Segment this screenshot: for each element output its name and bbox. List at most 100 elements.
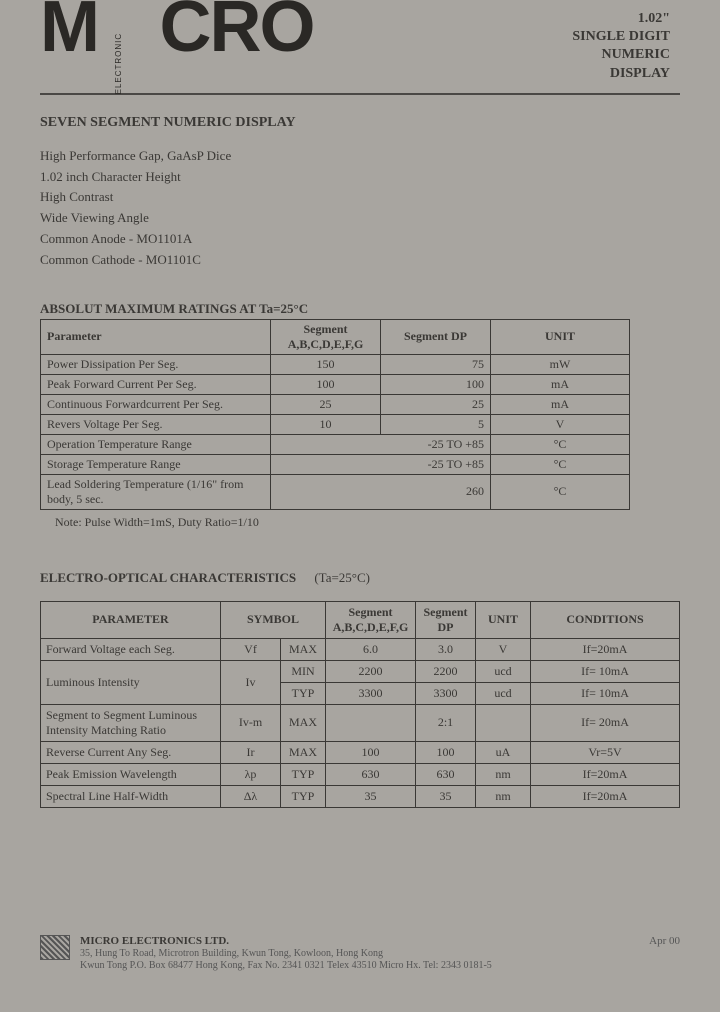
header: MELECTRONICCRO 1.02" SINGLE DIGIT NUMERI… <box>40 0 680 83</box>
cell: mW <box>491 354 630 374</box>
brand-logo: MELECTRONICCRO <box>40 0 314 60</box>
cell: 3300 <box>416 682 476 704</box>
cell: °C <box>491 434 630 454</box>
cell: Operation Temperature Range <box>41 434 271 454</box>
cell: If=20mA <box>531 638 680 660</box>
cell: 260 <box>271 474 491 509</box>
cell: Lead Soldering Temperature (1/16" from b… <box>41 474 271 509</box>
cell: Storage Temperature Range <box>41 454 271 474</box>
cell: MAX <box>281 704 326 741</box>
cell: If=20mA <box>531 785 680 807</box>
cell: nm <box>476 763 531 785</box>
cell: 2:1 <box>416 704 476 741</box>
cell: Ir <box>221 741 281 763</box>
cell: MIN <box>281 660 326 682</box>
col-header: UNIT <box>476 601 531 638</box>
cell: λp <box>221 763 281 785</box>
company-name: MICRO ELECTRONICS LTD. <box>80 935 619 948</box>
cell: TYP <box>281 763 326 785</box>
table-row: Spectral Line Half-Width Δλ TYP 35 35 nm… <box>41 785 680 807</box>
cell: mA <box>491 374 630 394</box>
table-row: Forward Voltage each Seg. Vf MAX 6.0 3.0… <box>41 638 680 660</box>
cell: 100 <box>326 741 416 763</box>
table-row: Revers Voltage Per Seg. 10 5 V <box>41 414 630 434</box>
cell: Δλ <box>221 785 281 807</box>
cell: 25 <box>381 394 491 414</box>
footer: MICRO ELECTRONICS LTD. 35, Hung To Road,… <box>40 935 680 972</box>
feature-item: Wide Viewing Angle <box>40 208 680 229</box>
table-row: Lead Soldering Temperature (1/16" from b… <box>41 474 630 509</box>
cell: 100 <box>416 741 476 763</box>
cell: Reverse Current Any Seg. <box>41 741 221 763</box>
col-header: SYMBOL <box>221 601 326 638</box>
feature-item: High Performance Gap, GaAsP Dice <box>40 146 680 167</box>
cell: 35 <box>326 785 416 807</box>
cell: 630 <box>416 763 476 785</box>
divider <box>40 93 680 95</box>
cell: Forward Voltage each Seg. <box>41 638 221 660</box>
table-row: Power Dissipation Per Seg. 150 75 mW <box>41 354 630 374</box>
cell: V <box>476 638 531 660</box>
cell: If= 10mA <box>531 660 680 682</box>
logo-vertical-text: ELECTRONIC <box>115 33 122 95</box>
cell: 100 <box>381 374 491 394</box>
cell: ucd <box>476 660 531 682</box>
table-row: Parameter Segment A,B,C,D,E,F,G Segment … <box>41 319 630 354</box>
cell: Continuous Forwardcurrent Per Seg. <box>41 394 271 414</box>
absmax-table: Parameter Segment A,B,C,D,E,F,G Segment … <box>40 319 630 510</box>
absmax-title: ABSOLUT MAXIMUM RATINGS AT Ta=25°C <box>40 301 680 317</box>
cell: 5 <box>381 414 491 434</box>
product-line: SINGLE DIGIT <box>572 28 670 46</box>
absmax-note: Note: Pulse Width=1mS, Duty Ratio=1/10 <box>55 515 680 530</box>
cell: V <box>491 414 630 434</box>
cell: MAX <box>281 638 326 660</box>
cell: Luminous Intensity <box>41 660 221 704</box>
product-line: 1.02" <box>572 10 670 28</box>
feature-item: 1.02 inch Character Height <box>40 167 680 188</box>
cell: 3.0 <box>416 638 476 660</box>
cell: If= 10mA <box>531 682 680 704</box>
product-line: NUMERIC <box>572 46 670 64</box>
col-header: UNIT <box>491 319 630 354</box>
table-row: PARAMETER SYMBOL Segment A,B,C,D,E,F,G S… <box>41 601 680 638</box>
table-row: Luminous Intensity Iv MIN 2200 2200 ucd … <box>41 660 680 682</box>
cell <box>326 704 416 741</box>
cell: 3300 <box>326 682 416 704</box>
cell: Iv <box>221 660 281 704</box>
table-row: Continuous Forwardcurrent Per Seg. 25 25… <box>41 394 630 414</box>
cell: 630 <box>326 763 416 785</box>
cell: If=20mA <box>531 763 680 785</box>
address-line: 35, Hung To Road, Microtron Building, Kw… <box>80 948 619 960</box>
table-row: Operation Temperature Range -25 TO +85 °… <box>41 434 630 454</box>
footer-text: MICRO ELECTRONICS LTD. 35, Hung To Road,… <box>80 935 619 972</box>
cell: 2200 <box>326 660 416 682</box>
feature-item: Common Cathode - MO1101C <box>40 250 680 271</box>
cell: Spectral Line Half-Width <box>41 785 221 807</box>
cell: If= 20mA <box>531 704 680 741</box>
table-row: Segment to Segment Luminous Intensity Ma… <box>41 704 680 741</box>
table-row: Peak Forward Current Per Seg. 100 100 mA <box>41 374 630 394</box>
col-header: Segment DP <box>381 319 491 354</box>
cell: 2200 <box>416 660 476 682</box>
cell: TYP <box>281 682 326 704</box>
cell: Vr=5V <box>531 741 680 763</box>
col-header: Segment A,B,C,D,E,F,G <box>326 601 416 638</box>
table-row: Reverse Current Any Seg. Ir MAX 100 100 … <box>41 741 680 763</box>
table-row: Peak Emission Wavelength λp TYP 630 630 … <box>41 763 680 785</box>
product-title: 1.02" SINGLE DIGIT NUMERIC DISPLAY <box>572 10 670 83</box>
elecopt-table: PARAMETER SYMBOL Segment A,B,C,D,E,F,G S… <box>40 601 680 808</box>
cell: Iv-m <box>221 704 281 741</box>
cell: TYP <box>281 785 326 807</box>
cell: 150 <box>271 354 381 374</box>
col-header: PARAMETER <box>41 601 221 638</box>
footer-logo-icon <box>40 935 70 960</box>
cell: 25 <box>271 394 381 414</box>
feature-item: Common Anode - MO1101A <box>40 229 680 250</box>
cell: Power Dissipation Per Seg. <box>41 354 271 374</box>
cell: -25 TO +85 <box>271 454 491 474</box>
cell: ucd <box>476 682 531 704</box>
col-header: CONDITIONS <box>531 601 680 638</box>
cell: uA <box>476 741 531 763</box>
feature-item: High Contrast <box>40 187 680 208</box>
cell: 100 <box>271 374 381 394</box>
